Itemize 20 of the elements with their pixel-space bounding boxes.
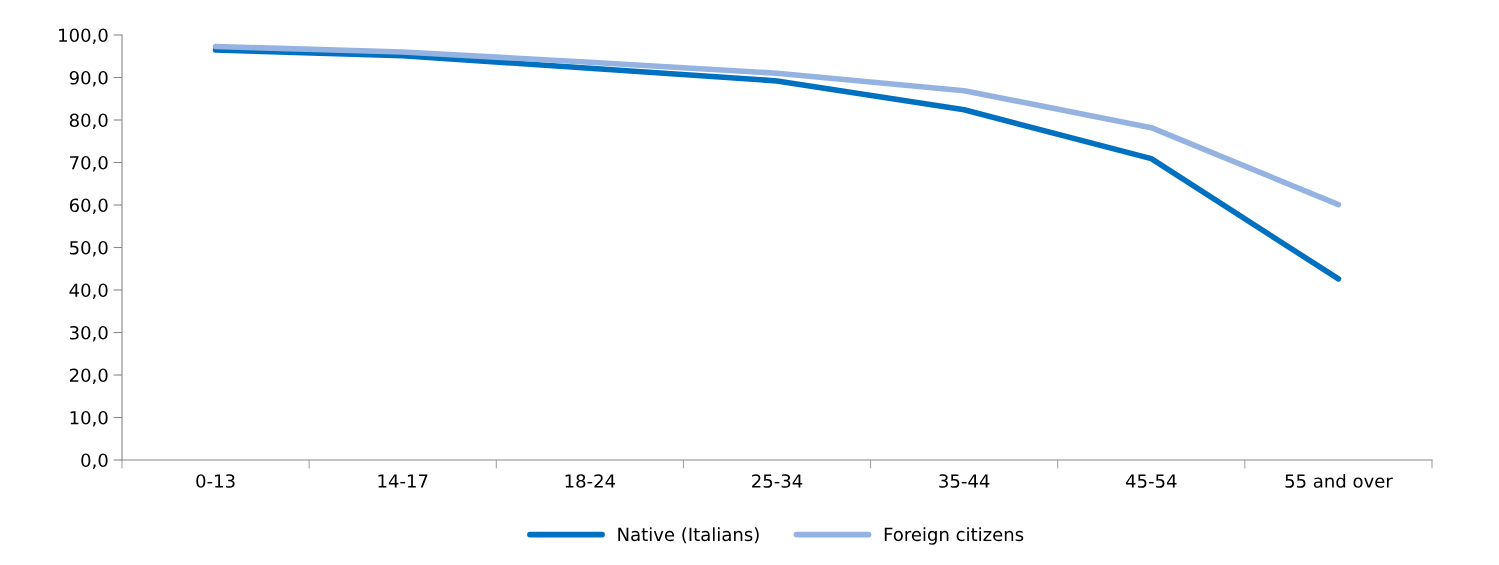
- y-tick-label: 100,0: [59, 28, 108, 44]
- y-tick-label: 70,0: [70, 155, 108, 172]
- y-tick-label: 20,0: [69, 368, 108, 384]
- x-tick-label: 35-44: [939, 474, 990, 488]
- y-tick-label: 10,0: [70, 410, 108, 427]
- legend-label: Native (Italians): [618, 527, 759, 544]
- y-tick-label: 60,0: [69, 198, 108, 214]
- y-tick-label: 80,0: [69, 113, 108, 129]
- y-tick-label: 90,0: [69, 70, 108, 87]
- y-tick-label: 0,0: [81, 453, 108, 469]
- y-tick-label: 50,0: [70, 240, 108, 257]
- y-tick-label: 30,0: [69, 325, 108, 342]
- x-tick-label: 14-17: [378, 474, 428, 488]
- y-tick-label: 40,0: [69, 283, 108, 299]
- legend-label: Foreign citizens: [884, 527, 1024, 545]
- x-tick-label: 18-24: [565, 474, 616, 488]
- x-tick-label: 55 and over: [1285, 473, 1393, 488]
- x-tick-label: 0-13: [196, 474, 235, 488]
- x-tick-label: 25-34: [752, 474, 803, 488]
- x-tick-label: 45-54: [1125, 474, 1177, 488]
